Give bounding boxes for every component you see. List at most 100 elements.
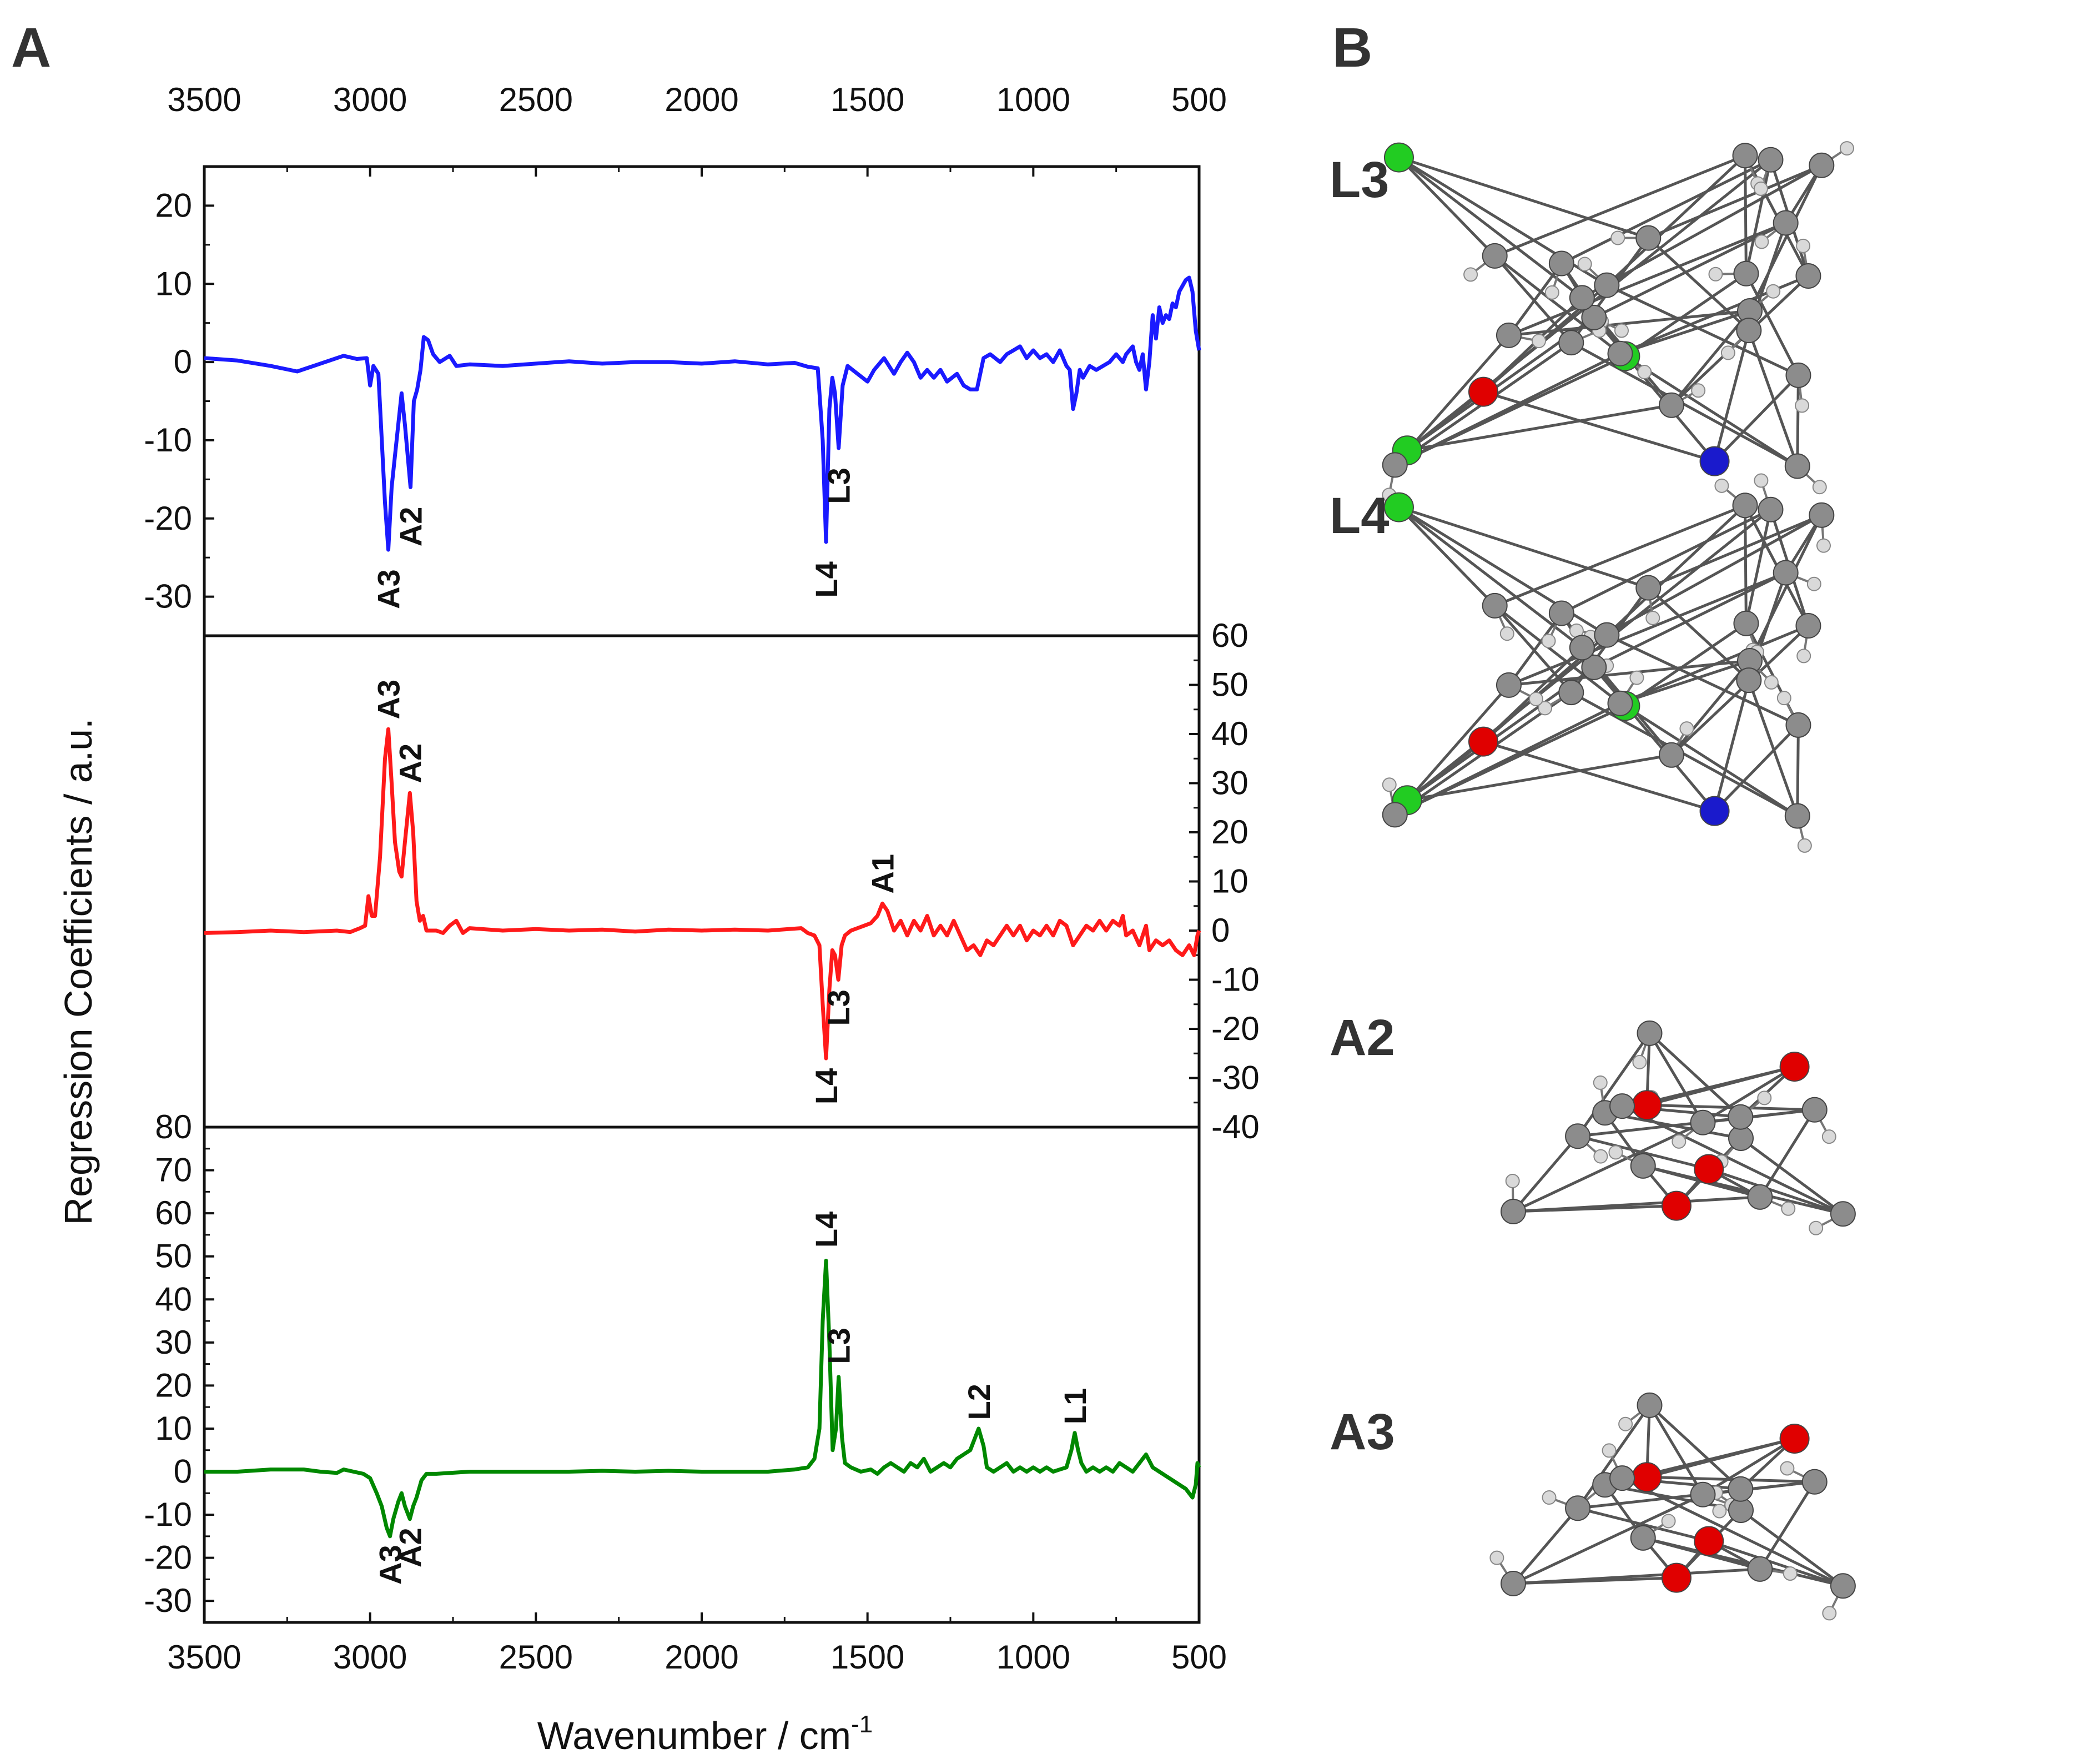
peak-label: L2 [962,1384,996,1420]
atom-c [1809,152,1835,178]
bond [1647,586,1750,681]
molecule-a2: A2 [1330,1009,1856,1235]
bond [1648,1032,1704,1124]
series-line-green-spectrum [204,1259,1201,1539]
bond [1606,284,1799,377]
bond [1605,154,1746,287]
atom-o [1694,1526,1724,1556]
atom-c [1500,1570,1526,1596]
molecule-l3: L3 [1330,141,1854,502]
y-tick-label: 20 [155,187,192,224]
atom-hydrogen [1577,257,1592,272]
y-tick-label: 30 [155,1324,192,1361]
y-tick-label: 10 [1211,863,1249,900]
atom-c [1747,1184,1773,1210]
bond [1744,509,1772,624]
atom-hydrogen [1382,777,1397,792]
atom-c [1565,1495,1591,1521]
x-tick-label-top: 1500 [830,81,904,118]
bond [1577,1506,1709,1542]
bond [1747,330,1799,467]
y-tick-label: -10 [1211,961,1260,998]
atom-hydrogen [1538,701,1553,716]
atom-hydrogen [1608,1145,1623,1160]
atom-c [1784,453,1810,479]
y-tick-label: -10 [144,421,192,459]
peak-label: A2 [394,507,429,547]
bond [1394,702,1621,816]
spectrum-chart: 3500350030003000250025002000200015001500… [144,81,1259,1676]
atom-c [1500,1198,1526,1224]
bond [1394,352,1621,466]
bond [1745,273,1800,376]
molecule-label: A3 [1330,1404,1395,1460]
atom-c [1569,285,1595,311]
x-tick-label-bottom: 3500 [167,1639,241,1676]
atom-c [1637,1392,1663,1418]
y-tick-label: 50 [155,1238,192,1275]
y-tick-label: -20 [1211,1010,1260,1047]
atom-hydrogen [1783,1566,1798,1581]
atom-hydrogen [1714,478,1729,493]
atom-c [1758,147,1784,173]
bond [1646,1065,1795,1107]
atom-hydrogen [1839,141,1854,156]
atom-c [1795,263,1821,289]
x-tick-label-top: 1000 [996,81,1070,118]
y-tick-label: 10 [155,1410,192,1447]
series-line-red-spectrum [204,727,1201,1061]
atom-hydrogen [1672,1134,1687,1149]
x-axis-title: Wavenumber / cm-1 [537,1711,873,1757]
y-tick-label: 30 [1211,765,1249,802]
y-tick-label: 40 [1211,715,1249,752]
subplot-frame [203,634,1201,1129]
molecule-panel: L3 L4 A2 A3 [1330,141,1856,1621]
bond [1744,159,1772,274]
atom-c [1581,654,1607,680]
y-tick-label: 60 [1211,617,1249,654]
atom-c [1482,592,1508,619]
atom-hydrogen [1645,611,1660,626]
atom-hydrogen [1754,473,1769,488]
atom-hydrogen [1618,1416,1633,1431]
molecule-label: L4 [1330,488,1389,544]
atom-c [1630,1525,1656,1551]
molecule-label: L3 [1330,152,1389,208]
x-tick-label-top: 2000 [665,81,738,118]
atom-c [1728,1104,1754,1130]
atom-hydrogen [1753,181,1768,196]
bond [1507,612,1563,686]
subplot-frame [203,1125,1201,1624]
y-tick-label: 40 [155,1280,192,1318]
atom-c [1732,492,1758,519]
bond [1702,1065,1795,1124]
bond [1713,374,1800,463]
atom-c [1548,250,1574,277]
bond [1648,1032,1742,1118]
atom-hydrogen [1780,1461,1795,1476]
atom-c [1801,1469,1828,1495]
atom-c [1382,802,1408,828]
atom-o [1632,1462,1662,1492]
atom-hydrogen [1593,1075,1608,1090]
bond [1619,659,1750,705]
atom-c [1482,243,1508,269]
y-tick-label: -40 [1211,1108,1260,1145]
atom-hydrogen [1796,238,1811,253]
atom-hydrogen [1489,1550,1504,1565]
atom-hydrogen [1797,838,1812,853]
bond [1708,1540,1844,1587]
atom-c [1728,1476,1754,1502]
peak-label: A2 [392,1527,427,1567]
atom-hydrogen [1528,691,1543,706]
atom-o [1661,1562,1692,1593]
y-tick-label: 20 [155,1366,192,1404]
atom-o [1661,1190,1692,1221]
atom-hydrogen [1691,383,1706,398]
atom-c [1658,742,1684,768]
atom-c [1496,322,1522,348]
atom-c [1784,803,1810,829]
bond [1748,514,1823,662]
atom-o [1468,376,1498,407]
atom-c [1558,330,1584,356]
